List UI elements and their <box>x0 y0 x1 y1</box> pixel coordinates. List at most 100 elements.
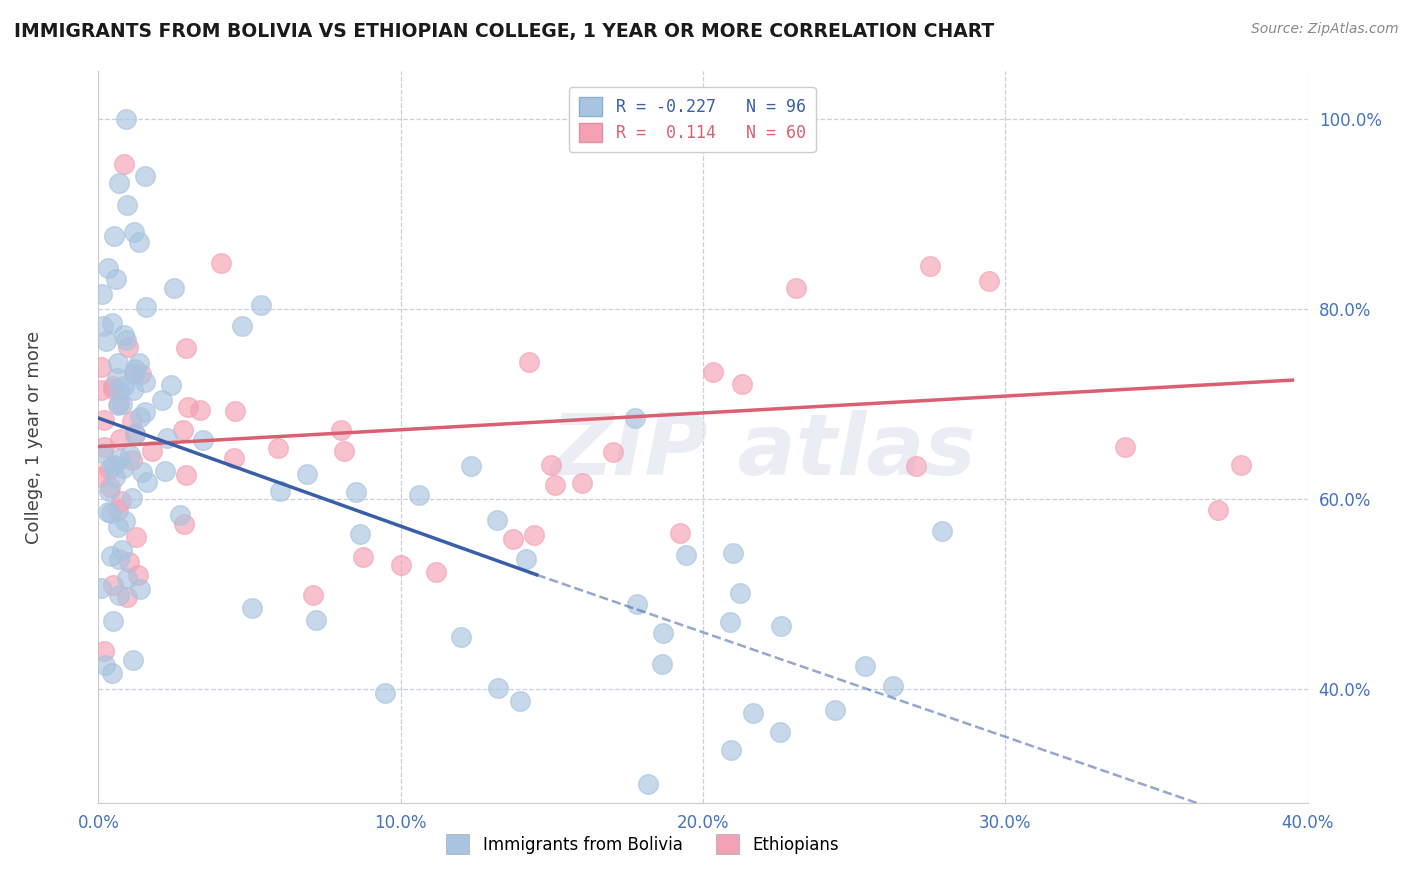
Point <box>785 280 807 294</box>
Point <box>173 516 195 531</box>
Point <box>108 552 131 566</box>
Point <box>124 426 146 441</box>
Point <box>107 356 129 370</box>
Point <box>122 367 145 381</box>
Point <box>209 256 232 270</box>
Point <box>97 505 120 519</box>
Point <box>136 475 159 489</box>
Point <box>100 506 122 520</box>
Point <box>108 432 131 446</box>
Point <box>117 590 139 604</box>
Point <box>103 578 125 592</box>
Point <box>904 458 927 473</box>
Point <box>160 378 183 392</box>
Point <box>125 530 148 544</box>
Point <box>134 169 156 184</box>
Point <box>122 366 145 380</box>
Point <box>174 341 197 355</box>
Point <box>509 694 531 708</box>
Point <box>224 404 246 418</box>
Point <box>602 444 624 458</box>
Point <box>333 444 356 458</box>
Point <box>111 397 134 411</box>
Point <box>374 685 396 699</box>
Point <box>105 370 128 384</box>
Point <box>155 464 177 478</box>
Point <box>121 414 143 428</box>
Point <box>502 532 524 546</box>
Point <box>731 376 754 391</box>
Point <box>121 384 143 398</box>
Point <box>544 477 567 491</box>
Point <box>129 582 152 597</box>
Point <box>128 356 150 370</box>
Point <box>231 319 253 334</box>
Point <box>163 281 186 295</box>
Point <box>624 410 647 425</box>
Point <box>112 379 135 393</box>
Point <box>460 459 482 474</box>
Point <box>112 157 135 171</box>
Point <box>329 423 352 437</box>
Point <box>1114 440 1136 454</box>
Point <box>651 657 673 671</box>
Point <box>249 298 271 312</box>
Point <box>121 653 143 667</box>
Point <box>1230 458 1253 473</box>
Point <box>637 777 659 791</box>
Point <box>540 458 562 473</box>
Point <box>90 360 112 375</box>
Point <box>1206 503 1229 517</box>
Point <box>110 493 132 508</box>
Point <box>107 503 129 517</box>
Point <box>651 626 673 640</box>
Point <box>103 379 125 393</box>
Point <box>94 657 117 672</box>
Point <box>124 426 146 441</box>
Point <box>853 658 876 673</box>
Point <box>105 272 128 286</box>
Point <box>127 568 149 582</box>
Point <box>98 480 121 494</box>
Point <box>131 465 153 479</box>
Point <box>267 441 290 455</box>
Point <box>169 508 191 522</box>
Point <box>728 586 751 600</box>
Point <box>121 491 143 505</box>
Point <box>117 571 139 585</box>
Point <box>124 361 146 376</box>
Legend: Immigrants from Bolivia, Ethiopians: Immigrants from Bolivia, Ethiopians <box>439 828 846 860</box>
Point <box>222 450 245 465</box>
Point <box>91 446 114 460</box>
Point <box>129 409 152 424</box>
Point <box>120 449 142 463</box>
Point <box>128 235 150 249</box>
Point <box>486 681 509 695</box>
Point <box>523 528 546 542</box>
Point <box>103 458 125 472</box>
Point <box>349 526 371 541</box>
Point <box>103 228 125 243</box>
Point <box>305 613 328 627</box>
Point <box>97 484 120 499</box>
Point <box>117 556 139 570</box>
Point <box>344 484 367 499</box>
Text: ZIP atlas: ZIP atlas <box>551 410 976 493</box>
Point <box>111 542 134 557</box>
Point <box>93 440 115 454</box>
Point <box>920 260 942 274</box>
Point <box>90 469 112 483</box>
Point <box>188 403 211 417</box>
Point <box>141 444 163 458</box>
Point <box>720 615 742 629</box>
Point <box>517 355 540 369</box>
Point <box>720 743 742 757</box>
Point <box>721 546 744 560</box>
Point <box>100 459 122 474</box>
Point <box>408 488 430 502</box>
Point <box>675 548 697 562</box>
Point <box>297 467 319 481</box>
Point <box>121 453 143 467</box>
Text: IMMIGRANTS FROM BOLIVIA VS ETHIOPIAN COLLEGE, 1 YEAR OR MORE CORRELATION CHART: IMMIGRANTS FROM BOLIVIA VS ETHIOPIAN COL… <box>14 22 994 41</box>
Point <box>485 513 508 527</box>
